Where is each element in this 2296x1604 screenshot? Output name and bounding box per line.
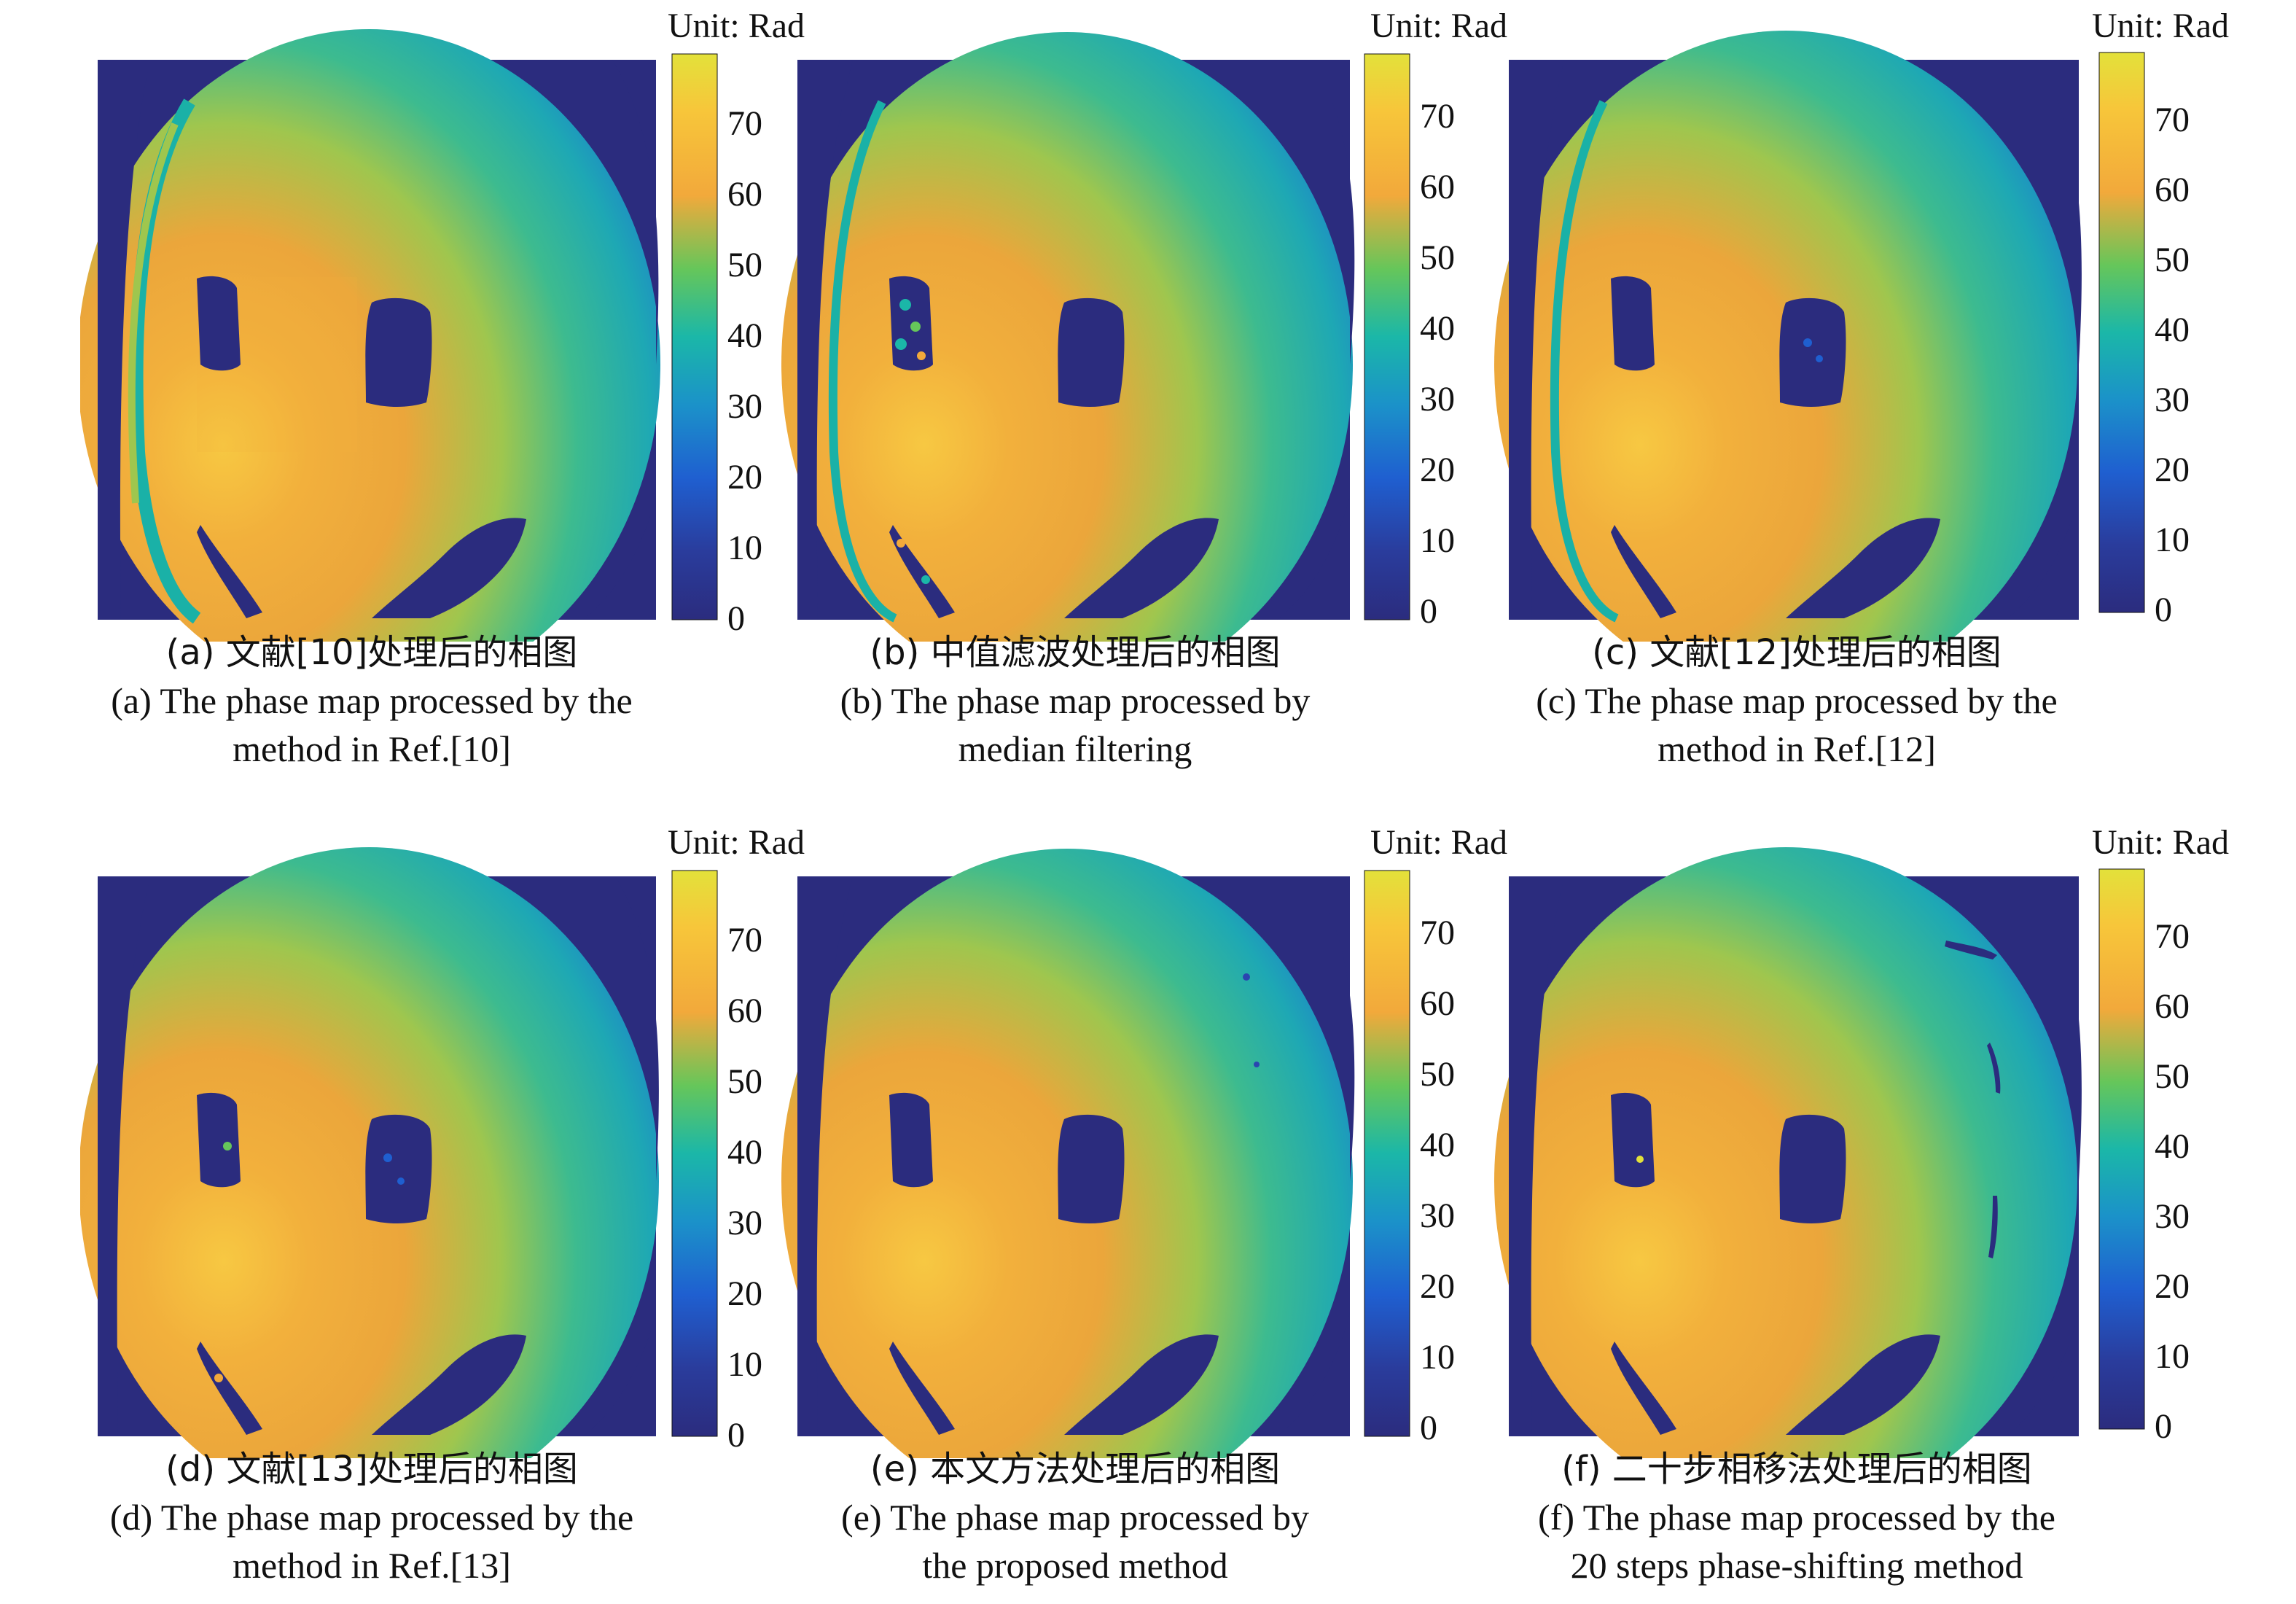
caption-b: (b) 中值滤波处理后的相图 (b) The phase map process… (773, 628, 1378, 773)
tick-0: 0 (727, 1416, 745, 1455)
caption-f: (f) 二十步相移法处理后的相图 (f) The phase map proce… (1494, 1445, 2099, 1589)
unit-label-d: Unit: Rad (668, 823, 805, 862)
caption-f-en-2: 20 steps phase-shifting method (1570, 1545, 2023, 1586)
unit-label-b: Unit: Rad (1370, 7, 1507, 45)
tick-30: 30 (1420, 380, 1455, 418)
tick-50: 50 (727, 246, 762, 284)
tick-30: 30 (727, 387, 762, 426)
tick-60: 60 (2155, 171, 2190, 209)
unit-label-e: Unit: Rad (1370, 823, 1507, 862)
tick-40: 40 (2155, 311, 2190, 349)
tick-10: 10 (2155, 1337, 2190, 1376)
caption-a: (a) 文献[10]处理后的相图 (a) The phase map proce… (80, 628, 663, 773)
tick-10: 10 (727, 1345, 762, 1384)
phase-map-a: 0 10 20 30 40 50 60 70 (80, 29, 762, 642)
caption-d-en-2: method in Ref.[13] (233, 1545, 511, 1586)
tick-20: 20 (1420, 1267, 1455, 1306)
caption-e: (e) 本文方法处理后的相图 (e) The phase map process… (773, 1445, 1378, 1589)
caption-e-en-1: (e) The phase map processed by (841, 1497, 1309, 1538)
caption-c: (c) 文献[12]处理后的相图 (c) The phase map proce… (1494, 628, 2099, 773)
caption-c-en-1: (c) The phase map processed by the (1536, 680, 2058, 721)
tick-40: 40 (1420, 309, 1455, 348)
caption-e-en-2: the proposed method (922, 1545, 1228, 1586)
tick-0: 0 (2155, 1407, 2172, 1446)
caption-d-cn: (d) 文献[13]处理后的相图 (165, 1449, 578, 1490)
tick-50: 50 (2155, 241, 2190, 279)
phase-map-c: 0 10 20 30 40 50 60 70 (1494, 31, 2190, 642)
caption-c-cn: (c) 文献[12]处理后的相图 (1592, 632, 2002, 673)
tick-0: 0 (1420, 1409, 1437, 1447)
caption-c-en-2: method in Ref.[12] (1657, 728, 1936, 769)
panel-d: 0 10 20 30 40 50 60 70 Unit: Rad (d) 文献[… (80, 817, 809, 1604)
tick-10: 10 (1420, 1338, 1455, 1377)
unit-label-f: Unit: Rad (2092, 823, 2229, 862)
tick-60: 60 (727, 175, 762, 214)
phase-map-f: 0 10 20 30 40 50 60 70 (1494, 847, 2190, 1458)
caption-f-en-1: (f) The phase map processed by the (1538, 1497, 2055, 1538)
tick-10: 10 (2155, 521, 2190, 559)
caption-f-cn: (f) 二十步相移法处理后的相图 (1561, 1449, 2032, 1490)
tick-70: 70 (2155, 101, 2190, 139)
tick-10: 10 (1420, 521, 1455, 560)
tick-60: 60 (1420, 984, 1455, 1023)
caption-e-cn: (e) 本文方法处理后的相图 (870, 1449, 1281, 1490)
tick-40: 40 (2155, 1127, 2190, 1166)
tick-40: 40 (727, 1133, 762, 1172)
tick-0: 0 (2155, 591, 2172, 629)
caption-d-en-1: (d) The phase map processed by the (109, 1497, 634, 1538)
tick-60: 60 (1420, 168, 1455, 206)
unit-label-a: Unit: Rad (668, 7, 805, 45)
tick-50: 50 (2155, 1057, 2190, 1096)
tick-20: 20 (727, 1274, 762, 1313)
panel-c: 0 10 20 30 40 50 60 70 Unit: Rad (c) 文献[… (1494, 0, 2229, 787)
tick-60: 60 (727, 992, 762, 1030)
unit-label-c: Unit: Rad (2092, 7, 2229, 45)
caption-a-en-2: method in Ref.[10] (233, 728, 511, 769)
tick-70: 70 (1420, 914, 1455, 952)
panel-e: 0 10 20 30 40 50 60 70 Unit: Rad (e) 本文方… (773, 817, 1507, 1604)
tick-10: 10 (727, 529, 762, 567)
phase-map-e: 0 10 20 30 40 50 60 70 (781, 849, 1455, 1458)
phase-map-b: 0 10 20 30 40 50 60 70 (781, 32, 1455, 642)
tick-70: 70 (727, 921, 762, 959)
caption-d: (d) 文献[13]处理后的相图 (d) The phase map proce… (80, 1445, 663, 1589)
tick-0: 0 (1420, 592, 1437, 631)
panel-f: 0 10 20 30 40 50 60 70 Unit: Rad (f) 二十步… (1494, 817, 2229, 1604)
tick-40: 40 (1420, 1126, 1455, 1164)
tick-20: 20 (2155, 451, 2190, 489)
phase-map-d: 0 10 20 30 40 50 60 70 (80, 847, 762, 1458)
tick-70: 70 (727, 104, 762, 143)
tick-70: 70 (2155, 917, 2190, 956)
caption-b-en-1: (b) The phase map processed by (840, 680, 1311, 721)
tick-0: 0 (727, 599, 745, 638)
tick-30: 30 (2155, 381, 2190, 419)
tick-50: 50 (1420, 238, 1455, 277)
caption-a-cn: (a) 文献[10]处理后的相图 (165, 632, 578, 673)
tick-50: 50 (1420, 1055, 1455, 1094)
tick-30: 30 (2155, 1197, 2190, 1236)
tick-60: 60 (2155, 987, 2190, 1026)
tick-70: 70 (1420, 97, 1455, 136)
tick-20: 20 (727, 458, 762, 497)
tick-30: 30 (1420, 1196, 1455, 1235)
caption-b-en-2: median filtering (958, 728, 1192, 769)
tick-40: 40 (727, 316, 762, 355)
tick-30: 30 (727, 1204, 762, 1242)
panel-a: 0 10 20 30 40 50 60 70 Unit: Rad (a) 文献[… (80, 0, 809, 787)
tick-20: 20 (1420, 451, 1455, 489)
tick-20: 20 (2155, 1267, 2190, 1306)
tick-50: 50 (727, 1062, 762, 1101)
caption-b-cn: (b) 中值滤波处理后的相图 (870, 632, 1281, 673)
caption-a-en-1: (a) The phase map processed by the (111, 680, 633, 721)
panel-b: 0 10 20 30 40 50 60 70 Unit: Rad (b) 中值滤… (773, 0, 1507, 787)
